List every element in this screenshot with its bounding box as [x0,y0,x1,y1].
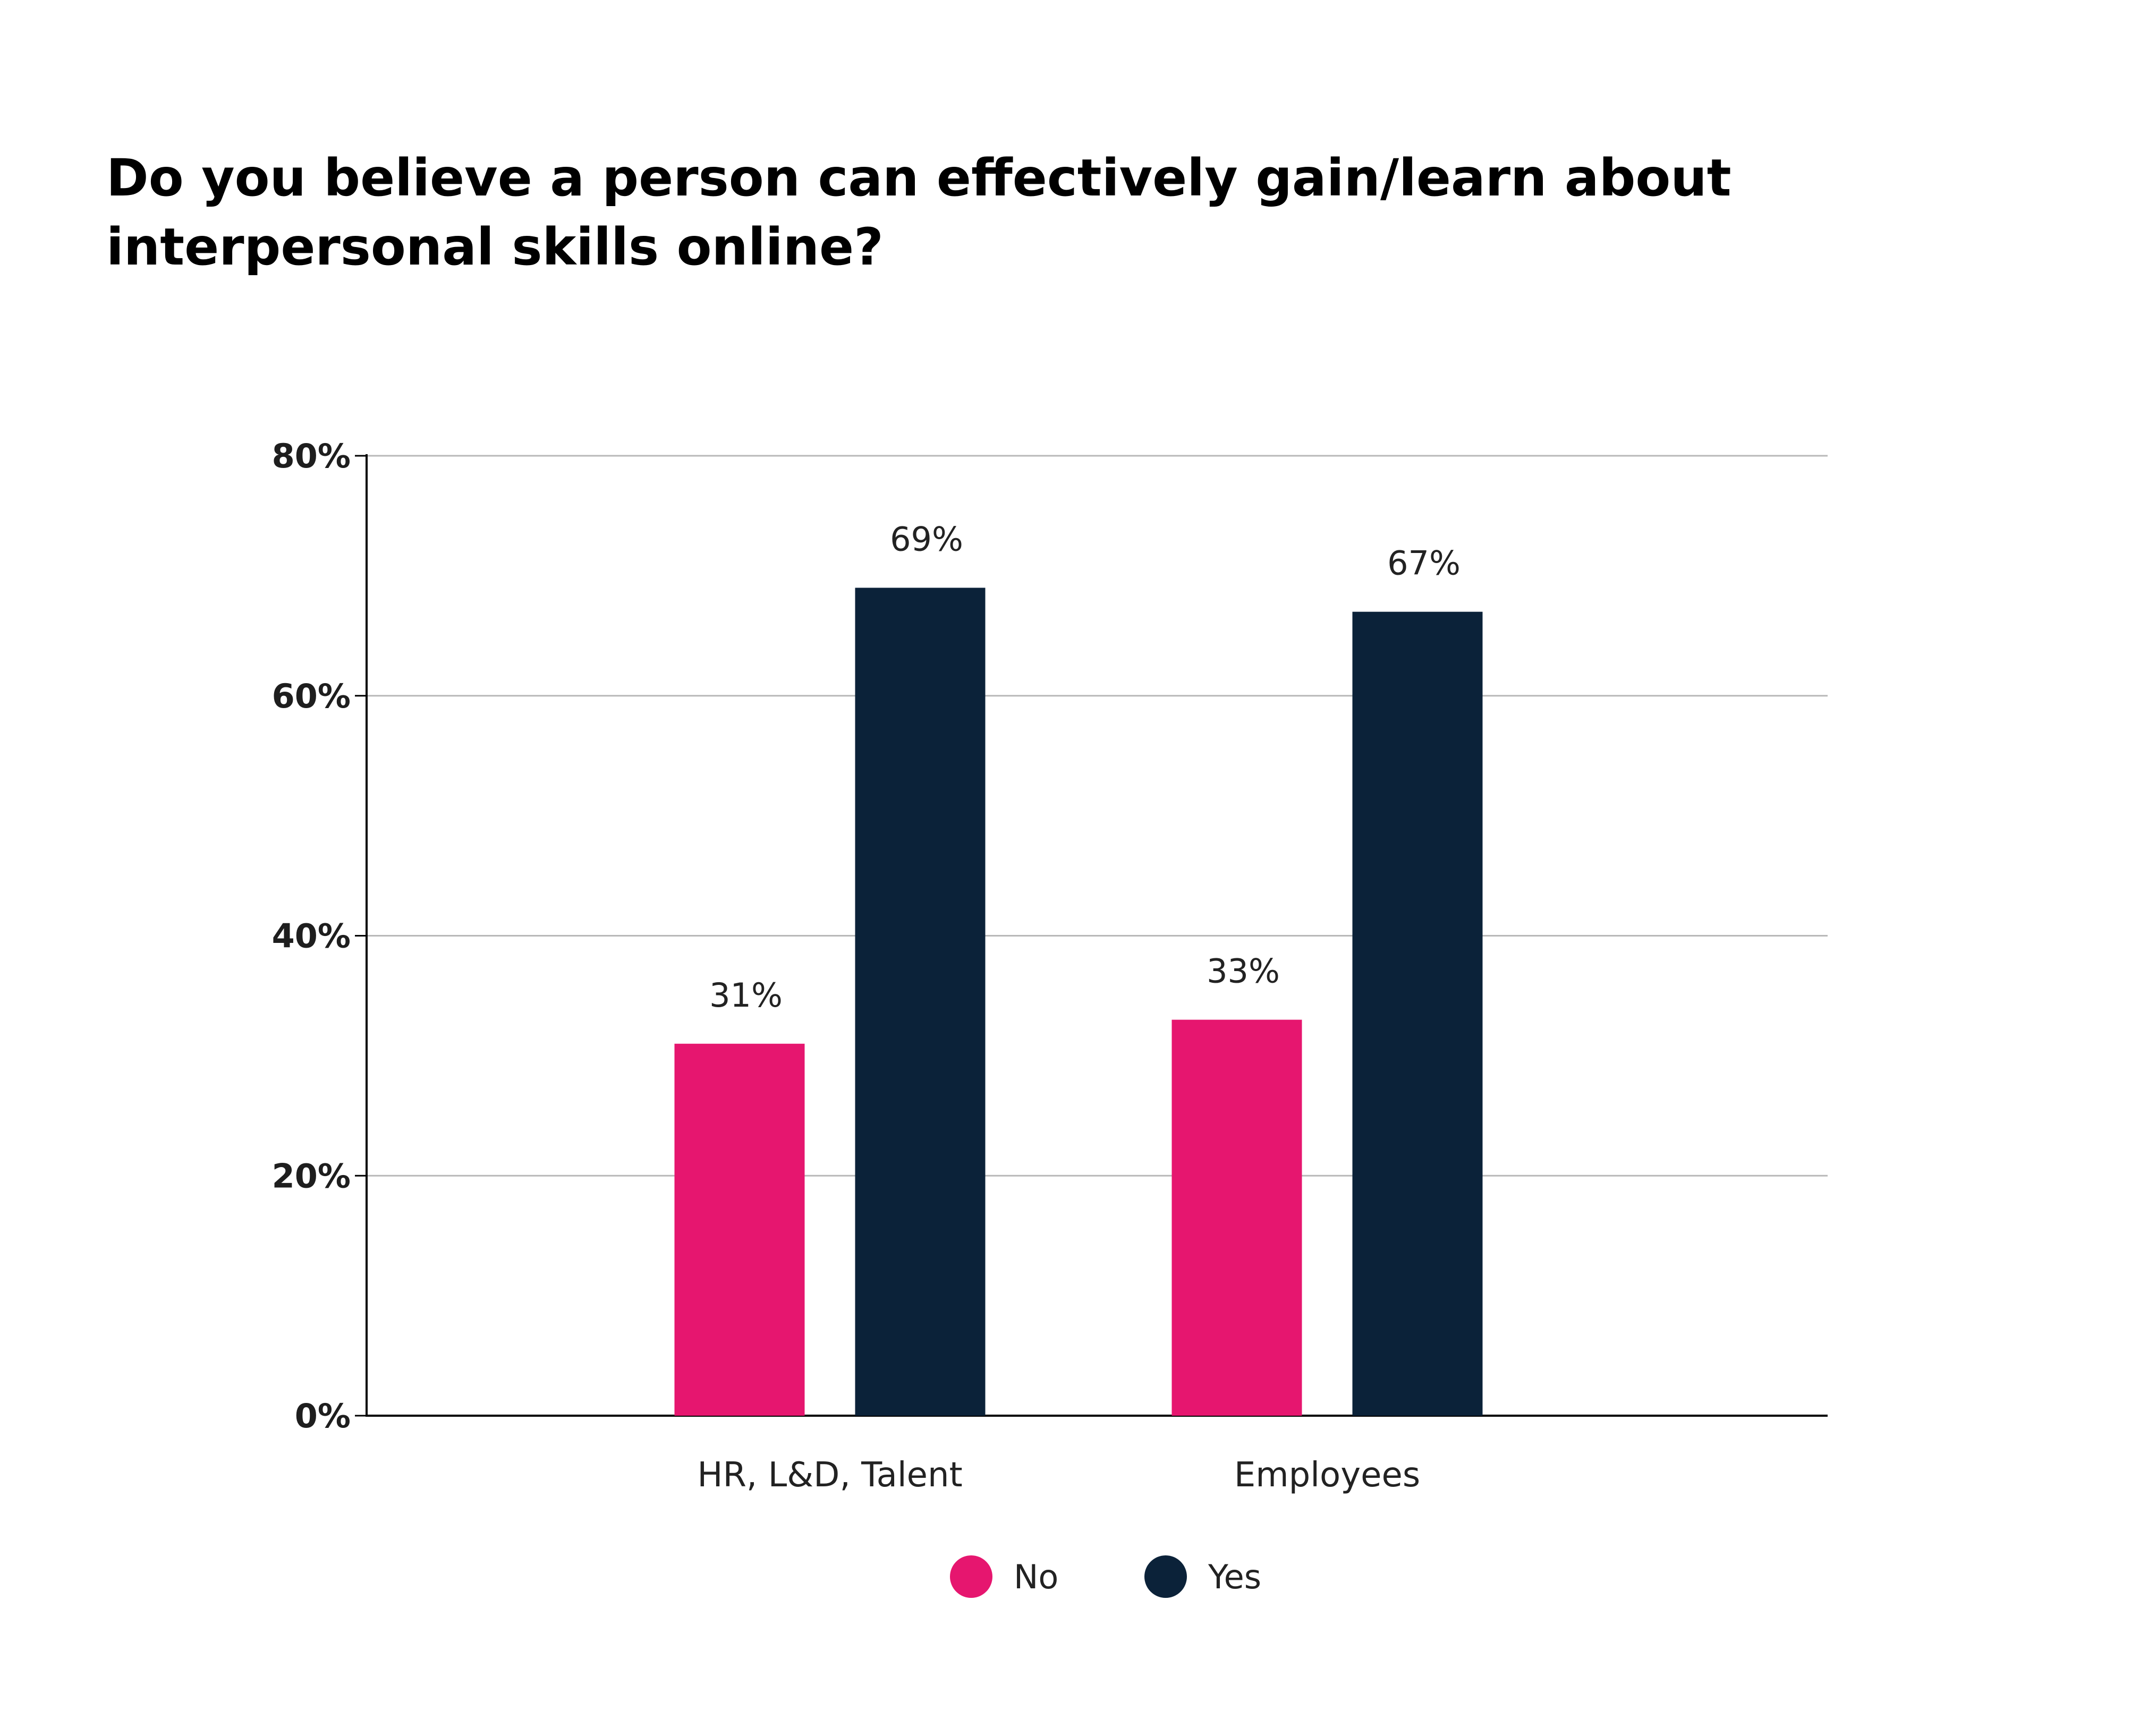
data-label: 67% [1387,544,1461,583]
data-label: 33% [1207,952,1280,991]
legend-item-yes: Yes [1144,1555,1261,1598]
y-tick-label: 80% [272,437,351,475]
legend: No Yes [950,1555,1261,1598]
gridlines [355,455,1828,1417]
data-label: 31% [709,976,783,1015]
chart-title: Do you believe a person can effectively … [106,148,1731,277]
x-tick-labels: HR, L&D, Talent Employees [697,1456,1420,1495]
x-tick-label: Employees [1234,1456,1420,1495]
y-tick-labels: 0% 20% 40% 60% 80% [272,437,351,1435]
bar-yes [1352,611,1483,1416]
bar-yes [855,588,986,1416]
bar-no [1171,1019,1302,1416]
data-label: 69% [890,520,963,558]
y-tick-label: 0% [295,1397,351,1435]
legend-label: No [1014,1558,1058,1596]
legend-item-no: No [950,1555,1058,1598]
bar-no [674,1043,805,1416]
legend-swatch-no [950,1555,992,1598]
x-tick-label: HR, L&D, Talent [697,1456,962,1495]
y-tick-label: 60% [272,677,351,716]
legend-label: Yes [1208,1558,1261,1596]
bars [674,588,1483,1416]
data-labels: 31% 69% 33% 67% [709,520,1461,1014]
legend-swatch-yes [1144,1555,1187,1598]
axes [366,454,1828,1417]
y-tick-label: 40% [272,917,351,956]
y-tick-label: 20% [272,1156,351,1195]
